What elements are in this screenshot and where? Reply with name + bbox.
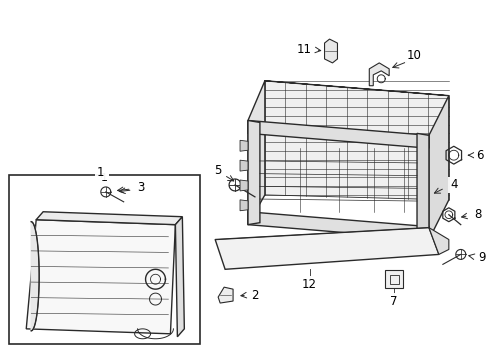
Polygon shape <box>248 121 429 148</box>
Text: 2: 2 <box>251 289 259 302</box>
Polygon shape <box>31 222 39 331</box>
Text: 5: 5 <box>215 163 222 176</box>
Polygon shape <box>429 228 449 255</box>
Text: 3: 3 <box>137 181 144 194</box>
Polygon shape <box>36 212 182 225</box>
Text: 9: 9 <box>478 251 486 264</box>
Text: 4: 4 <box>450 179 458 192</box>
Polygon shape <box>240 160 248 171</box>
Text: 6: 6 <box>476 149 484 162</box>
Polygon shape <box>385 270 403 288</box>
Polygon shape <box>215 228 439 269</box>
Polygon shape <box>265 81 449 200</box>
Text: 10: 10 <box>407 49 421 63</box>
Polygon shape <box>248 121 260 225</box>
Polygon shape <box>240 180 248 191</box>
Polygon shape <box>369 63 389 86</box>
Text: 1: 1 <box>101 173 108 183</box>
Polygon shape <box>248 81 265 225</box>
Text: 7: 7 <box>391 294 398 307</box>
Polygon shape <box>248 212 429 239</box>
Polygon shape <box>175 217 184 337</box>
Polygon shape <box>26 220 175 334</box>
Text: 1: 1 <box>97 166 104 179</box>
Text: 12: 12 <box>302 278 317 291</box>
Polygon shape <box>265 81 449 96</box>
Text: 3: 3 <box>137 183 144 193</box>
Polygon shape <box>9 175 200 344</box>
Polygon shape <box>324 39 338 63</box>
Polygon shape <box>240 200 248 211</box>
Polygon shape <box>218 287 233 303</box>
Text: 8: 8 <box>474 208 481 221</box>
Text: 11: 11 <box>297 42 312 55</box>
Polygon shape <box>417 133 429 239</box>
Polygon shape <box>240 140 248 151</box>
Polygon shape <box>429 96 449 239</box>
